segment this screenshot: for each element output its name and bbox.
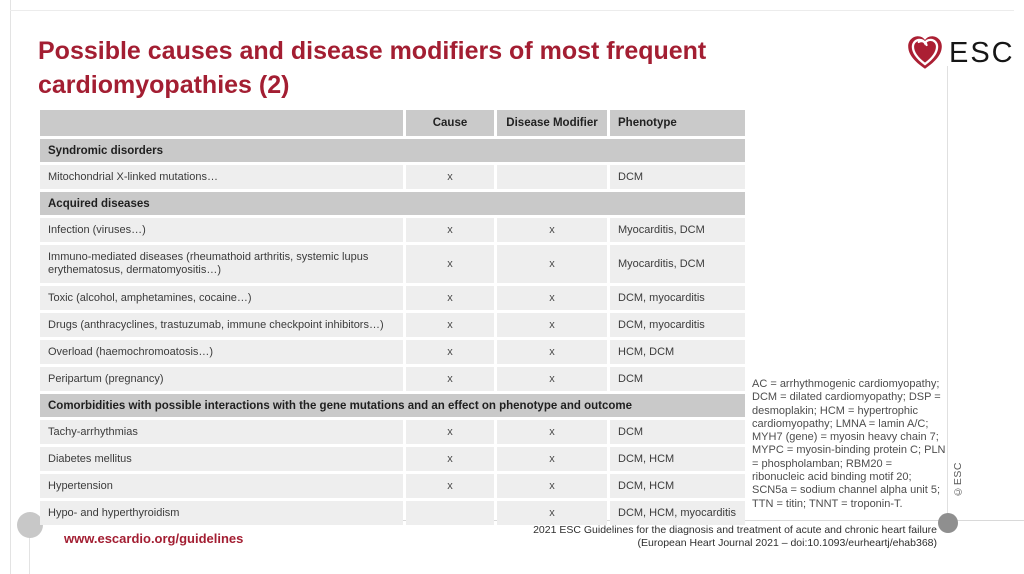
- row-cause-mark: [406, 501, 494, 525]
- table-row: Tachy-arrhythmias x x DCM: [40, 420, 745, 444]
- top-border-line: [10, 10, 1014, 11]
- row-phenotype: DCM, HCM: [610, 447, 745, 471]
- escardio-guidelines-link[interactable]: www.escardio.org/guidelines: [64, 531, 244, 546]
- table-body: Syndromic disorders Mitochondrial X-linke…: [40, 139, 745, 525]
- footer-left-tick-line: [29, 537, 30, 574]
- footer-right-dot: [938, 513, 958, 533]
- row-label: Immuno-mediated diseases (rheumathoid ar…: [40, 245, 403, 283]
- row-cause-mark: x: [406, 447, 494, 471]
- row-phenotype: DCM: [610, 420, 745, 444]
- header-cell-empty: [40, 110, 403, 136]
- row-cause-mark: x: [406, 367, 494, 391]
- copyright-vertical-label: ©ESC: [952, 462, 964, 498]
- footer-left-dot: [17, 512, 43, 538]
- table-section-row: Comorbidities with possible interactions…: [40, 394, 745, 417]
- row-modifier-mark: x: [497, 245, 607, 283]
- row-label: Drugs (anthracyclines, trastuzumab, immu…: [40, 313, 403, 337]
- row-label: Toxic (alcohol, amphetamines, cocaine…): [40, 286, 403, 310]
- row-cause-mark: x: [406, 313, 494, 337]
- row-phenotype: DCM, myocarditis: [610, 286, 745, 310]
- abbreviations-footnote: AC = arrhythmogenic cardiomyopathy; DCM …: [752, 378, 946, 510]
- row-label: Mitochondrial X-linked mutations…: [40, 165, 403, 189]
- header-cell-phenotype: Phenotype: [610, 110, 745, 136]
- table-section-row: Acquired diseases: [40, 192, 745, 215]
- esc-heart-icon: [903, 32, 947, 74]
- row-cause-mark: x: [406, 218, 494, 242]
- row-cause-mark: x: [406, 165, 494, 189]
- row-phenotype: Myocarditis, DCM: [610, 245, 745, 283]
- row-modifier-mark: x: [497, 340, 607, 364]
- row-cause-mark: x: [406, 340, 494, 364]
- table-row: Drugs (anthracyclines, trastuzumab, immu…: [40, 313, 745, 337]
- table-row: Overload (haemochromoatosis…) x x HCM, DCM: [40, 340, 745, 364]
- row-label: Peripartum (pregnancy): [40, 367, 403, 391]
- table-section-row: Syndromic disorders: [40, 139, 745, 162]
- table-row: Hypertension x x DCM, HCM: [40, 474, 745, 498]
- row-label: Infection (viruses…): [40, 218, 403, 242]
- row-label: Hypertension: [40, 474, 403, 498]
- row-modifier-mark: x: [497, 286, 607, 310]
- row-phenotype: DCM, HCM, myocarditis: [610, 501, 745, 525]
- row-phenotype: DCM, myocarditis: [610, 313, 745, 337]
- row-phenotype: HCM, DCM: [610, 340, 745, 364]
- header-cell-cause: Cause: [406, 110, 494, 136]
- row-modifier-mark: x: [497, 313, 607, 337]
- header-cell-disease-modifier: Disease Modifier: [497, 110, 607, 136]
- row-cause-mark: x: [406, 286, 494, 310]
- row-cause-mark: x: [406, 420, 494, 444]
- row-phenotype: DCM: [610, 165, 745, 189]
- row-modifier-mark: [497, 165, 607, 189]
- esc-logo-text: ESC: [949, 36, 1015, 69]
- section-label: Syndromic disorders: [40, 139, 745, 162]
- table-row: Immuno-mediated diseases (rheumathoid ar…: [40, 245, 745, 283]
- row-phenotype: Myocarditis, DCM: [610, 218, 745, 242]
- page-title: Possible causes and disease modifiers of…: [38, 37, 707, 99]
- cardiomyopathy-table: Cause Disease Modifier Phenotype Syndrom…: [40, 110, 745, 528]
- right-border-line: [947, 66, 948, 514]
- row-phenotype: DCM: [610, 367, 745, 391]
- row-phenotype: DCM, HCM: [610, 474, 745, 498]
- table-row: Peripartum (pregnancy) x x DCM: [40, 367, 745, 391]
- row-label: Overload (haemochromoatosis…): [40, 340, 403, 364]
- table-row: Hypo- and hyperthyroidism x DCM, HCM, myoc…: [40, 501, 745, 525]
- row-label: Tachy-arrhythmias: [40, 420, 403, 444]
- row-modifier-mark: x: [497, 420, 607, 444]
- guidelines-reference: 2021 ESC Guidelines for the diagnosis an…: [533, 524, 937, 549]
- table-header-row: Cause Disease Modifier Phenotype: [40, 110, 745, 136]
- section-label: Acquired diseases: [40, 192, 745, 215]
- table-row: Toxic (alcohol, amphetamines, cocaine…) x…: [40, 286, 745, 310]
- row-label: Diabetes mellitus: [40, 447, 403, 471]
- row-modifier-mark: x: [497, 474, 607, 498]
- section-label: Comorbidities with possible interactions…: [40, 394, 745, 417]
- row-cause-mark: x: [406, 474, 494, 498]
- left-border-line: [10, 0, 11, 574]
- row-label: Hypo- and hyperthyroidism: [40, 501, 403, 525]
- row-modifier-mark: x: [497, 501, 607, 525]
- row-modifier-mark: x: [497, 367, 607, 391]
- row-modifier-mark: x: [497, 218, 607, 242]
- esc-logo: ESC: [903, 32, 1015, 74]
- table-row: Mitochondrial X-linked mutations… x DCM: [40, 165, 745, 189]
- row-cause-mark: x: [406, 245, 494, 283]
- row-modifier-mark: x: [497, 447, 607, 471]
- table-row: Infection (viruses…) x x Myocarditis, DCM: [40, 218, 745, 242]
- table-row: Diabetes mellitus x x DCM, HCM: [40, 447, 745, 471]
